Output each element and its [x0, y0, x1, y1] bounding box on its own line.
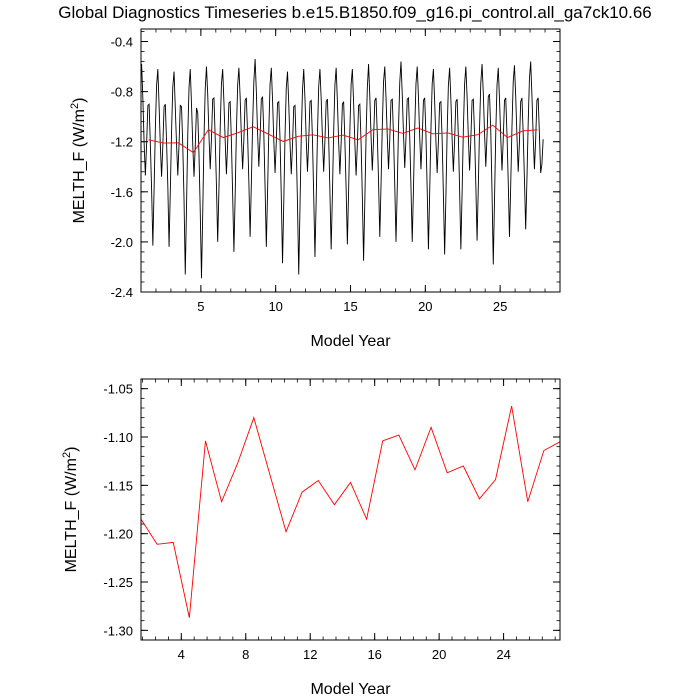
- x-axis-label: Model Year: [310, 681, 391, 698]
- x-axis-label: Model Year: [310, 333, 391, 350]
- y-tick-label: -0.8: [111, 85, 133, 100]
- x-tick-label: 5: [197, 299, 204, 314]
- y-tick-label: -2.0: [111, 235, 133, 250]
- y-tick-label: -2.4: [111, 285, 133, 300]
- y-tick-label: -1.2: [111, 135, 133, 150]
- x-tick-label: 24: [496, 647, 510, 662]
- y-tick-label: -1.15: [103, 478, 133, 493]
- x-tick-label: 15: [343, 299, 357, 314]
- x-tick-label: 8: [242, 647, 249, 662]
- y-tick-label: -1.20: [103, 527, 133, 542]
- x-tick-label: 20: [418, 299, 432, 314]
- y-axis-label: MELTH_F (W/m2): [61, 447, 80, 573]
- y-tick-label: -0.4: [111, 35, 133, 50]
- x-tick-label: 16: [367, 647, 381, 662]
- y-tick-label: -1.6: [111, 185, 133, 200]
- monthly-series-line-0: [141, 59, 544, 279]
- y-tick-label: -1.10: [103, 430, 133, 445]
- y-tick-label: -1.30: [103, 623, 133, 638]
- y-tick-label: -1.05: [103, 382, 133, 397]
- x-tick-label: 25: [493, 299, 507, 314]
- figure-title: Global Diagnostics Timeseries b.e15.B185…: [58, 3, 652, 22]
- annual-mean-line-1: [140, 405, 561, 618]
- y-axis-label: MELTH_F (W/m2): [69, 98, 88, 224]
- x-tick-label: 10: [268, 299, 282, 314]
- bottom-panel: 4 8 12 16 20 24 -1.30 -1.25 -1.20 -1.15 -1.10 -1.05…: [61, 378, 561, 698]
- y-tick-label: -1.25: [103, 575, 133, 590]
- plot-frame: [140, 378, 561, 641]
- top-panel: 5 10 15 20 25 -2.4 -2.0 -1.6 -1.2 -0.8 -0.4 Model Y…: [69, 28, 561, 350]
- x-tick-label: 4: [178, 647, 185, 662]
- annual-mean-line-0: [148, 124, 538, 154]
- x-tick-label: 12: [303, 647, 317, 662]
- x-tick-label: 20: [432, 647, 446, 662]
